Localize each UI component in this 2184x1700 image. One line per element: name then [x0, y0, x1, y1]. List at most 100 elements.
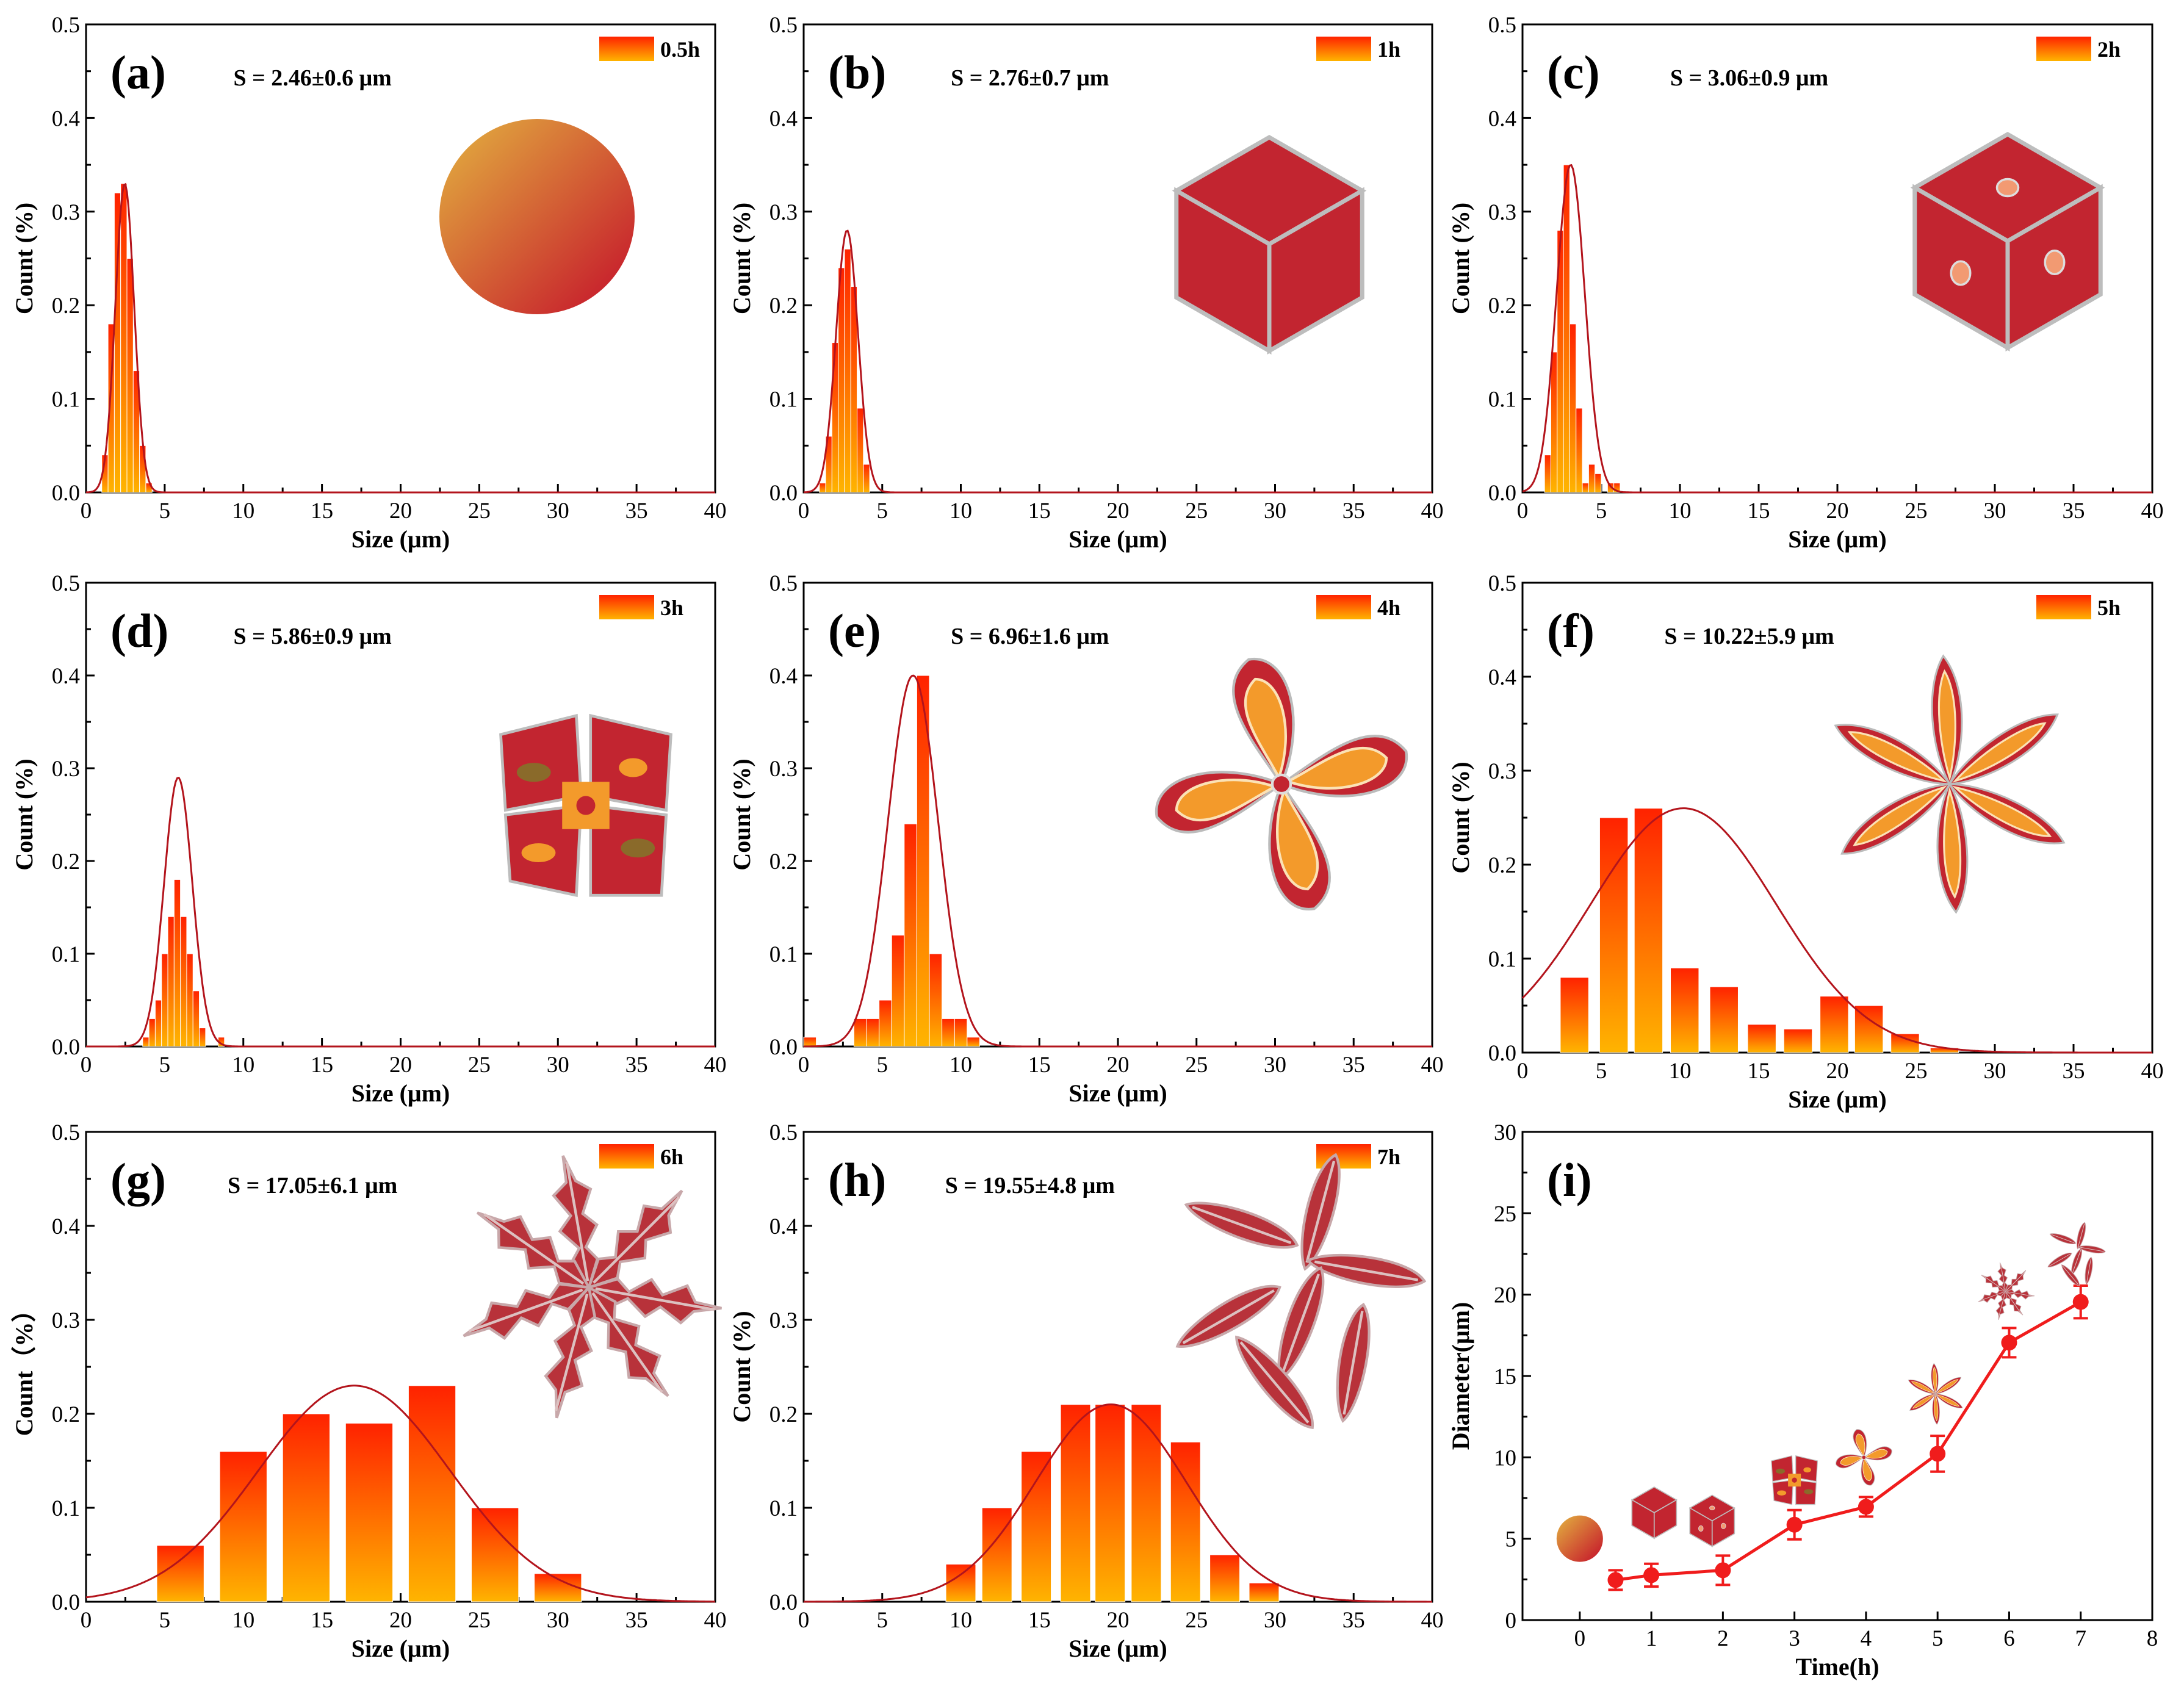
stat-text: S = 2.46±0.6 μm	[233, 65, 391, 91]
histogram-bar	[929, 953, 943, 1047]
plot-frame	[85, 1131, 716, 1603]
histogram-bar	[1563, 164, 1570, 493]
data-point	[1930, 1446, 1946, 1462]
histogram-bar	[126, 258, 134, 493]
panel-label: (h)	[828, 1153, 886, 1206]
panel-b: 0 5 10 15 20 25 30 35 40 0.0 0.1 0.2 0.3 0.4 0.5 Size (…	[728, 13, 1444, 553]
legend-label: 7h	[1377, 1145, 1400, 1169]
y-tick-label: 20	[1494, 1283, 1516, 1308]
x-tick-label: 10	[950, 1608, 972, 1633]
x-tick-label: 30	[547, 1608, 569, 1633]
x-tick-label: 35	[625, 1053, 648, 1078]
histogram-bar	[1576, 408, 1583, 493]
y-tick-label: 0.0	[52, 481, 80, 506]
y-tick-label: 0.3	[52, 1308, 80, 1333]
x-tick-label: 0	[798, 499, 810, 524]
data-point	[1786, 1516, 1803, 1533]
panel-label: (f)	[1547, 604, 1595, 657]
y-tick-label: 0.0	[1488, 1041, 1516, 1066]
y-axis-title: Count（%）	[10, 1298, 38, 1436]
x-tick-label: 0	[1574, 1626, 1586, 1651]
x-tick-label: 5	[1596, 499, 1607, 524]
histogram-bar	[1569, 323, 1577, 493]
y-tick-label: 0.3	[769, 757, 798, 782]
data-point	[1607, 1572, 1624, 1588]
panel-label: (a)	[110, 46, 166, 99]
x-tick-label: 25	[1905, 499, 1928, 524]
y-tick-label: 0.3	[52, 200, 80, 225]
x-tick-label: 5	[877, 1608, 888, 1633]
histogram-bar	[857, 408, 864, 493]
gaussian-fit-curve	[86, 776, 715, 1048]
x-tick-label: 15	[1748, 1059, 1770, 1084]
y-tick-label: 0.3	[769, 200, 798, 225]
panel-d: 0 5 10 15 20 25 30 35 40 0.0 0.1 0.2 0.3 0.4 0.5 Size (…	[10, 571, 727, 1107]
panel-a: 0 5 10 15 20 25 30 35 40 0.0 0.1 0.2 0.3 0.4 0.5 Size (…	[10, 13, 727, 553]
y-axis-title: Count (%)	[1447, 762, 1474, 873]
y-tick-label: 0.0	[769, 481, 798, 506]
legend-swatch	[599, 37, 654, 61]
diameter-series-line	[1615, 1300, 2081, 1582]
y-tick-label: 0.2	[1488, 294, 1516, 319]
x-tick-label: 20	[1107, 1053, 1130, 1078]
x-tick-label: 35	[2063, 1059, 2085, 1084]
histogram-bar	[186, 953, 193, 1047]
histogram-bar	[1613, 483, 1621, 493]
histogram-bar	[173, 879, 181, 1047]
histogram-bar	[1709, 986, 1739, 1053]
y-tick-label: 0.1	[769, 387, 798, 412]
histogram-bar	[981, 1507, 1012, 1602]
histogram-bar	[408, 1385, 456, 1602]
x-tick-label: 40	[704, 1608, 727, 1633]
x-tick-label: 30	[1264, 1608, 1286, 1633]
histogram-bar	[154, 999, 162, 1047]
y-tick-label: 0.2	[769, 294, 798, 319]
histogram-bar	[954, 1018, 968, 1047]
histogram-bar	[863, 464, 870, 493]
x-tick-label: 40	[1421, 1608, 1444, 1633]
legend-label: 0.5h	[660, 37, 700, 62]
cube-holes-icon	[1915, 134, 2101, 348]
cube-icon	[1631, 1486, 1678, 1539]
x-tick-label: 4	[1861, 1626, 1872, 1651]
x-tick-label: 30	[1264, 1053, 1286, 1078]
x-tick-label: 20	[1826, 499, 1849, 524]
histogram-bar	[470, 1507, 519, 1602]
histogram-bar	[1170, 1441, 1201, 1602]
x-tick-label: 0	[798, 1053, 810, 1078]
x-tick-label: 20	[1107, 1608, 1130, 1633]
y-tick-label: 0.4	[1488, 106, 1516, 131]
x-tick-label: 30	[1264, 499, 1286, 524]
x-tick-label: 20	[1826, 1059, 1849, 1084]
data-point	[1643, 1567, 1660, 1583]
y-tick-label: 0.3	[1488, 759, 1516, 784]
x-tick-label: 35	[1342, 1608, 1365, 1633]
histogram-bar	[866, 1018, 880, 1047]
y-tick-label: 0.5	[1488, 571, 1516, 596]
y-tick-label: 0.1	[52, 1496, 80, 1521]
panel-label: (g)	[110, 1153, 166, 1206]
x-tick-label: 20	[389, 1053, 412, 1078]
x-tick-label: 40	[1421, 499, 1444, 524]
histogram-bar	[1544, 455, 1551, 493]
x-tick-label: 40	[2141, 1059, 2164, 1084]
cube-icon	[1177, 137, 1363, 351]
x-tick-label: 35	[1342, 1053, 1365, 1078]
histogram-bar	[1249, 1582, 1280, 1602]
y-tick-label: 30	[1494, 1120, 1516, 1145]
histogram-bar	[148, 1018, 156, 1047]
x-tick-label: 40	[704, 499, 727, 524]
x-tick-label: 25	[468, 1053, 491, 1078]
histogram-bar	[142, 1037, 150, 1047]
x-tick-label: 25	[1185, 1053, 1208, 1078]
y-axis-title: Count (%)	[10, 203, 38, 314]
x-tick-label: 35	[625, 1608, 648, 1633]
x-tick-label: 10	[950, 1053, 972, 1078]
y-tick-label: 0.5	[52, 13, 80, 38]
y-tick-label: 0.3	[52, 757, 80, 782]
x-tick-label: 15	[1748, 499, 1770, 524]
x-tick-label: 15	[1028, 1053, 1051, 1078]
gaussian-fit-curve	[803, 229, 1432, 494]
histogram-bar	[891, 935, 905, 1047]
